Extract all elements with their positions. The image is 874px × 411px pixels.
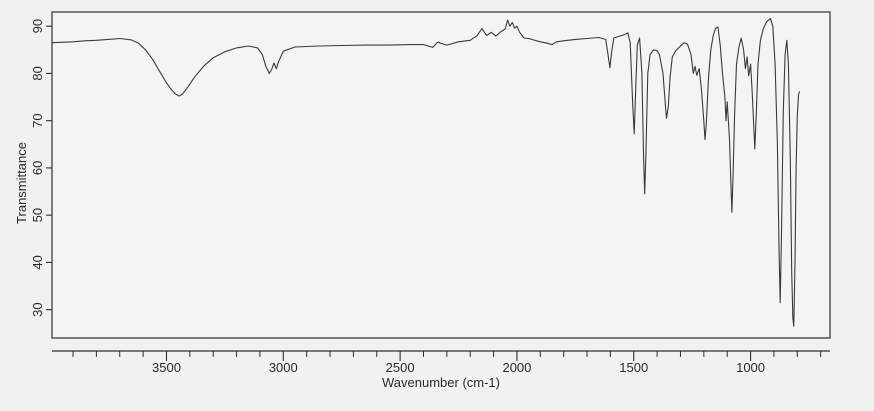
y-tick-label: 40 (30, 255, 45, 269)
y-tick-label: 60 (30, 161, 45, 175)
x-tick-label: 3000 (269, 360, 298, 375)
y-tick-label: 90 (30, 19, 45, 33)
x-tick-label: 2500 (386, 360, 415, 375)
x-tick-label: 2000 (502, 360, 531, 375)
y-tick-label: 70 (30, 113, 45, 127)
transmittance-series-line (51, 18, 801, 327)
x-tick-label: 1000 (736, 360, 765, 375)
x-tick-label: 3500 (152, 360, 181, 375)
plot-area-frame (51, 11, 831, 339)
y-tick-label: 30 (30, 302, 45, 316)
y-tick-label: 80 (30, 66, 45, 80)
x-tick-label: 1500 (619, 360, 648, 375)
y-tick-label: 50 (30, 208, 45, 222)
x-axis-title: Wavenumber (cm-1) (382, 375, 500, 390)
y-axis-title: Transmittance (14, 142, 29, 224)
